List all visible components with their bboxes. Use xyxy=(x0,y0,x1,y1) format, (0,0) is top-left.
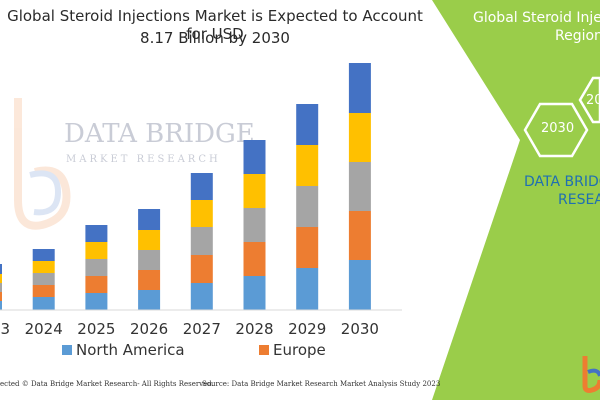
x-tick-2024: 2024 xyxy=(25,320,63,338)
bar-segment-2023-s3 xyxy=(0,274,2,283)
legend-swatch-europe xyxy=(259,345,269,355)
bar-segment-2028-s0 xyxy=(243,276,266,310)
x-tick-2028: 2028 xyxy=(235,320,273,338)
hexagon-badge-2030 xyxy=(523,102,589,158)
footer-source: Source: Data Bridge Market Research Mark… xyxy=(202,380,441,388)
bar-segment-2026-s0 xyxy=(138,290,161,310)
bar-segment-2025-s0 xyxy=(85,293,108,310)
badge-year-label: 2030 xyxy=(541,121,575,136)
watermark-line2: MARKET RESEARCH xyxy=(66,154,221,165)
bar-segment-2023-s1 xyxy=(0,292,2,301)
badge-partial-label: 20 xyxy=(586,93,600,108)
bar-segment-2023-s0 xyxy=(0,301,2,310)
side-brand-line2: RESEA xyxy=(558,192,600,208)
x-tick-2030: 2030 xyxy=(341,320,379,338)
bar-segment-2029-s1 xyxy=(296,227,319,268)
bar-segment-2030-s1 xyxy=(348,211,371,260)
bar-segment-2030-s4 xyxy=(348,63,371,113)
watermark-logo xyxy=(14,98,71,230)
bar-segment-2023-s4 xyxy=(0,264,2,274)
bar-segment-2027-s4 xyxy=(190,173,213,200)
x-tick-2023: 2023 xyxy=(0,320,10,338)
bar-segment-2024-s1 xyxy=(32,285,55,297)
bar-segment-2025-s1 xyxy=(85,276,108,293)
bar-segment-2024-s3 xyxy=(32,261,55,273)
bar-segment-2030-s3 xyxy=(348,113,371,162)
bar-segment-2025-s3 xyxy=(85,242,108,259)
bar-segment-2026-s3 xyxy=(138,230,161,250)
bar-segment-2027-s0 xyxy=(190,283,213,310)
legend-swatch-north-america xyxy=(62,345,72,355)
x-tick-labels: 2023 2024 2025 2026 2027 2028 2029 2030 xyxy=(0,320,379,338)
x-tick-2025: 2025 xyxy=(77,320,115,338)
bar-segment-2024-s2 xyxy=(32,273,55,285)
bar-segment-2028-s2 xyxy=(243,208,266,242)
bar-segment-2029-s3 xyxy=(296,145,319,186)
bar-segment-2026-s1 xyxy=(138,270,161,290)
hexagon-badge-partial xyxy=(578,76,600,124)
bar-segment-2023-s2 xyxy=(0,283,2,292)
x-tick-2027: 2027 xyxy=(183,320,221,338)
bar-segment-2026-s4 xyxy=(138,209,161,230)
side-panel-background xyxy=(432,0,600,400)
watermark-line1: DATA BRIDGE xyxy=(64,119,255,149)
bar-segment-2024-s0 xyxy=(32,297,55,310)
x-tick-2026: 2026 xyxy=(130,320,168,338)
side-panel-title-line1: Global Steroid Injecti xyxy=(473,10,600,26)
bar-segment-2027-s1 xyxy=(190,255,213,283)
bar-segment-2028-s1 xyxy=(243,242,266,276)
bar-segment-2029-s2 xyxy=(296,186,319,227)
bar-segment-2028-s4 xyxy=(243,140,266,174)
bar-segment-2029-s4 xyxy=(296,104,319,145)
bar-segment-2029-s0 xyxy=(296,268,319,310)
bar-segment-2027-s2 xyxy=(190,227,213,255)
bar-segment-2028-s3 xyxy=(243,174,266,208)
footer-copyright: ected © Data Bridge Market Research- All… xyxy=(0,380,214,388)
side-brand-line1: DATA BRIDG xyxy=(524,174,600,190)
chart-title-line1: Global Steroid Injections Market is Expe… xyxy=(7,7,423,43)
bar-segment-2025-s4 xyxy=(85,225,108,242)
bar-segment-2025-s2 xyxy=(85,259,108,276)
legend-label-europe: Europe xyxy=(273,341,326,359)
legend-label-north-america: North America xyxy=(76,341,185,359)
x-tick-2029: 2029 xyxy=(288,320,326,338)
side-panel-title-line2: Regions xyxy=(555,28,600,44)
chart-title-line2: 8.17 Billion by 2030 xyxy=(140,29,290,47)
bar-segment-2024-s4 xyxy=(32,249,55,261)
bar-segment-2027-s3 xyxy=(190,200,213,227)
stacked-bars xyxy=(0,63,371,310)
bar-segment-2026-s2 xyxy=(138,250,161,270)
bar-segment-2030-s0 xyxy=(348,260,371,310)
bar-segment-2030-s2 xyxy=(348,162,371,211)
